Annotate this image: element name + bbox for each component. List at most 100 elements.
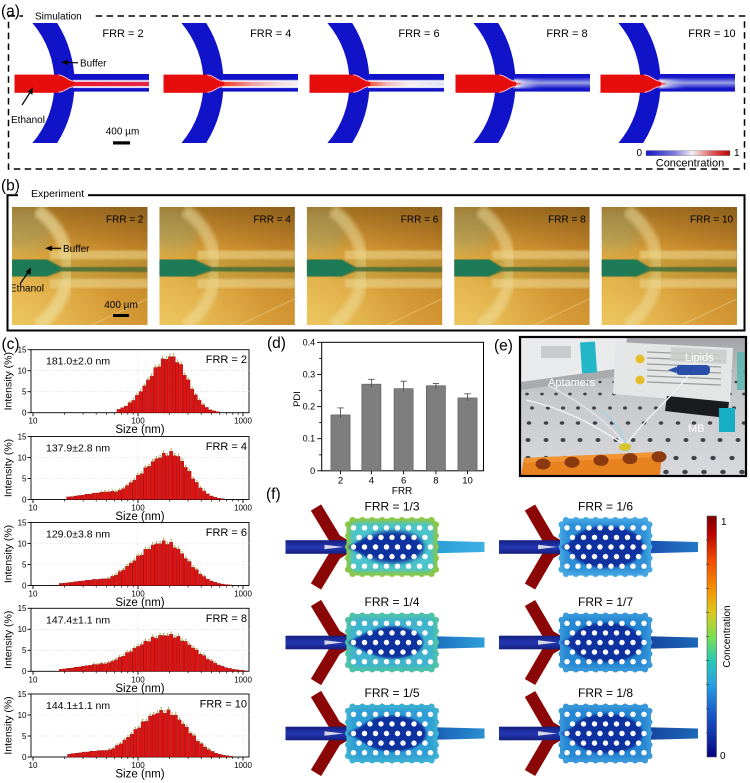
- svg-text:(c): (c): [2, 336, 20, 353]
- svg-text:1000: 1000: [234, 675, 252, 684]
- svg-text:10: 10: [29, 761, 38, 770]
- svg-text:Size (nm): Size (nm): [115, 511, 164, 523]
- svg-text:PDI: PDI: [292, 391, 303, 407]
- svg-text:0.2: 0.2: [303, 402, 316, 412]
- svg-text:4: 4: [369, 475, 374, 486]
- svg-text:Experiment: Experiment: [31, 188, 84, 200]
- svg-text:FRR = 6: FRR = 6: [401, 215, 439, 226]
- svg-text:0.3: 0.3: [303, 370, 316, 380]
- svg-text:Intensity (%): Intensity (%): [3, 611, 15, 669]
- svg-text:5: 5: [22, 388, 27, 397]
- svg-text:0.4: 0.4: [303, 337, 316, 347]
- svg-text:FRR = 10: FRR = 10: [690, 215, 734, 226]
- svg-text:Aptamers: Aptamers: [548, 377, 596, 389]
- svg-text:10: 10: [29, 504, 38, 513]
- svg-text:10: 10: [29, 675, 38, 684]
- svg-text:FRR = 4: FRR = 4: [253, 215, 291, 226]
- svg-text:15: 15: [18, 690, 27, 699]
- svg-text:(b): (b): [1, 178, 20, 195]
- svg-text:Intensity (%): Intensity (%): [3, 439, 15, 497]
- svg-text:0: 0: [720, 751, 726, 762]
- svg-text:100: 100: [131, 590, 145, 599]
- svg-text:FRR = 1/6: FRR = 1/6: [578, 500, 633, 514]
- svg-text:Ethanol: Ethanol: [11, 115, 45, 126]
- svg-text:FRR = 1/5: FRR = 1/5: [364, 686, 419, 700]
- svg-text:1000: 1000: [234, 590, 252, 599]
- svg-text:Size (nm): Size (nm): [115, 683, 164, 695]
- svg-text:FRR = 4: FRR = 4: [206, 441, 247, 453]
- svg-text:Intensity (%): Intensity (%): [3, 696, 15, 754]
- svg-text:0: 0: [22, 753, 27, 762]
- svg-text:144.1±1.1 nm: 144.1±1.1 nm: [46, 700, 110, 712]
- svg-text:10: 10: [18, 625, 27, 634]
- svg-text:10: 10: [29, 417, 38, 426]
- svg-text:15: 15: [18, 604, 27, 613]
- svg-text:100: 100: [131, 417, 145, 426]
- svg-text:0: 0: [22, 409, 27, 418]
- svg-text:FRR = 8: FRR = 8: [206, 613, 247, 625]
- svg-text:Concentration: Concentration: [656, 158, 725, 170]
- svg-text:8: 8: [433, 475, 438, 486]
- svg-text:181.0±2.0 nm: 181.0±2.0 nm: [46, 356, 110, 368]
- svg-text:400 µm: 400 µm: [106, 127, 140, 138]
- svg-text:Intensity (%): Intensity (%): [3, 525, 15, 583]
- svg-text:FRR = 4: FRR = 4: [250, 28, 291, 40]
- svg-text:(f): (f): [266, 486, 281, 503]
- svg-text:FRR = 1/4: FRR = 1/4: [364, 595, 419, 609]
- svg-text:2: 2: [338, 475, 343, 486]
- svg-text:FRR = 1/3: FRR = 1/3: [364, 500, 419, 514]
- svg-text:Size (nm): Size (nm): [115, 597, 164, 609]
- svg-text:FRR = 1/7: FRR = 1/7: [578, 595, 633, 609]
- svg-text:FRR = 10: FRR = 10: [200, 699, 247, 711]
- svg-text:15: 15: [18, 518, 27, 527]
- svg-text:400 µm: 400 µm: [104, 300, 138, 311]
- svg-text:FRR = 8: FRR = 8: [548, 215, 586, 226]
- svg-text:137.9±2.8 nm: 137.9±2.8 nm: [46, 443, 110, 455]
- svg-text:0.1: 0.1: [303, 434, 316, 444]
- svg-text:0: 0: [22, 667, 27, 676]
- svg-text:Simulation: Simulation: [35, 12, 82, 23]
- svg-text:Buffer: Buffer: [63, 244, 90, 255]
- svg-text:1000: 1000: [234, 504, 252, 513]
- svg-text:5: 5: [22, 732, 27, 741]
- svg-text:FRR = 10: FRR = 10: [688, 28, 735, 40]
- svg-text:0: 0: [22, 581, 27, 590]
- svg-text:6: 6: [401, 475, 406, 486]
- svg-text:10: 10: [462, 475, 473, 486]
- svg-text:5: 5: [22, 646, 27, 655]
- svg-text:1: 1: [721, 517, 727, 528]
- svg-text:5: 5: [22, 560, 27, 569]
- svg-text:5: 5: [22, 474, 27, 483]
- svg-text:100: 100: [131, 504, 145, 513]
- svg-text:Size (nm): Size (nm): [115, 424, 164, 436]
- svg-text:FRR = 2: FRR = 2: [102, 28, 143, 40]
- svg-text:10: 10: [18, 711, 27, 720]
- svg-text:(a): (a): [1, 3, 20, 20]
- svg-text:100: 100: [131, 675, 145, 684]
- svg-text:FRR = 1/8: FRR = 1/8: [578, 686, 633, 700]
- svg-text:(d): (d): [267, 335, 286, 352]
- svg-text:FRR = 8: FRR = 8: [546, 28, 587, 40]
- svg-text:1000: 1000: [234, 417, 252, 426]
- svg-text:1: 1: [734, 148, 740, 159]
- svg-text:Lipids: Lipids: [685, 352, 714, 364]
- svg-text:Intensity (%): Intensity (%): [3, 352, 15, 410]
- svg-text:10: 10: [29, 590, 38, 599]
- svg-text:Ethanol: Ethanol: [10, 284, 44, 295]
- svg-text:Buffer: Buffer: [80, 59, 107, 70]
- svg-text:1000: 1000: [234, 761, 252, 770]
- svg-text:10: 10: [18, 453, 27, 462]
- svg-text:Size (nm): Size (nm): [115, 769, 164, 781]
- svg-text:15: 15: [18, 346, 27, 355]
- svg-text:147.4±1.1 nm: 147.4±1.1 nm: [46, 614, 110, 626]
- svg-text:100: 100: [131, 761, 145, 770]
- svg-text:10: 10: [18, 539, 27, 548]
- svg-text:FRR = 6: FRR = 6: [206, 527, 247, 539]
- svg-text:FRR: FRR: [392, 486, 413, 497]
- svg-text:(e): (e): [494, 338, 513, 355]
- svg-text:129.0±3.8 nm: 129.0±3.8 nm: [46, 529, 110, 541]
- svg-text:FRR = 6: FRR = 6: [398, 28, 439, 40]
- svg-text:0: 0: [636, 148, 642, 159]
- svg-text:FRR = 2: FRR = 2: [106, 215, 144, 226]
- svg-text:MB: MB: [688, 423, 705, 435]
